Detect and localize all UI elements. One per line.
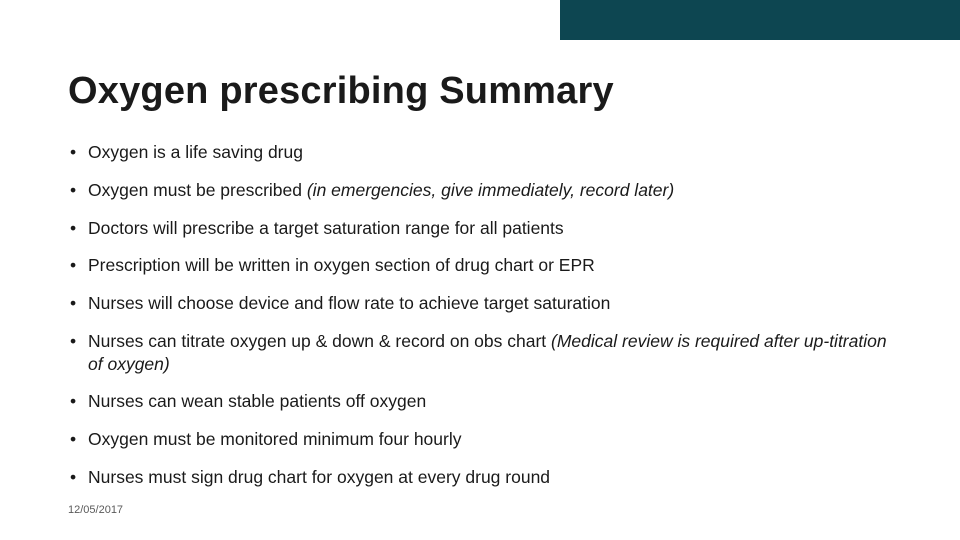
bullet-item: Doctors will prescribe a target saturati… [68, 217, 900, 240]
bullet-item: Nurses will choose device and flow rate … [68, 292, 900, 315]
bullet-item: Nurses must sign drug chart for oxygen a… [68, 466, 900, 489]
content-area: Oxygen prescribing Summary Oxygen is a l… [68, 70, 900, 504]
bullet-item: Prescription will be written in oxygen s… [68, 254, 900, 277]
bullet-text: Oxygen must be prescribed [88, 180, 307, 200]
bullet-item: Oxygen must be monitored minimum four ho… [68, 428, 900, 451]
slide: Oxygen prescribing Summary Oxygen is a l… [0, 0, 960, 540]
bullet-item: Oxygen is a life saving drug [68, 141, 900, 164]
accent-bar [560, 0, 960, 40]
bullet-text: Nurses will choose device and flow rate … [88, 293, 610, 313]
bullet-text: Prescription will be written in oxygen s… [88, 255, 595, 275]
bullet-text: Doctors will prescribe a target saturati… [88, 218, 564, 238]
bullet-text: Oxygen is a life saving drug [88, 142, 303, 162]
slide-date: 12/05/2017 [68, 504, 123, 516]
bullet-text: Nurses can wean stable patients off oxyg… [88, 391, 426, 411]
bullet-text: Nurses can titrate oxygen up & down & re… [88, 331, 551, 351]
bullet-list: Oxygen is a life saving drug Oxygen must … [68, 141, 900, 489]
bullet-item: Nurses can wean stable patients off oxyg… [68, 390, 900, 413]
bullet-text: Oxygen must be monitored minimum four ho… [88, 429, 461, 449]
bullet-item: Nurses can titrate oxygen up & down & re… [68, 330, 900, 376]
bullet-item: Oxygen must be prescribed (in emergencie… [68, 179, 900, 202]
bullet-italic: (in emergencies, give immediately, recor… [307, 180, 674, 200]
bullet-text: Nurses must sign drug chart for oxygen a… [88, 467, 550, 487]
slide-title: Oxygen prescribing Summary [68, 70, 900, 113]
